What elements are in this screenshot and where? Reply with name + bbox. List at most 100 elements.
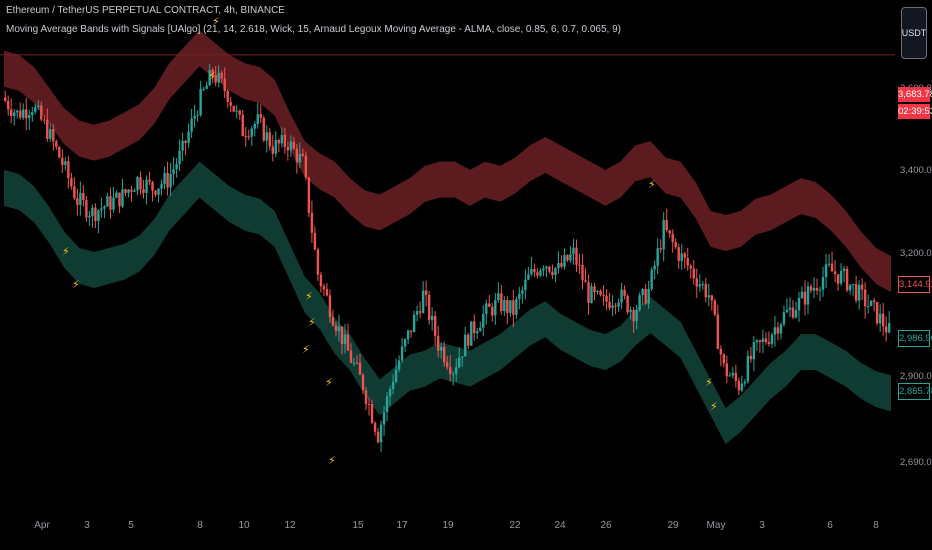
candle-body xyxy=(473,321,476,334)
candle-body xyxy=(884,326,888,333)
candle-body xyxy=(770,334,774,344)
candle-body xyxy=(686,257,689,266)
time-tick-label: 8 xyxy=(873,520,879,531)
candle-body xyxy=(283,134,287,147)
candle-body xyxy=(674,242,677,248)
candle-body xyxy=(268,132,271,147)
candle-body xyxy=(479,327,482,332)
candle-body xyxy=(331,317,335,326)
countdown-badge: 02:39:53 xyxy=(898,104,932,119)
indicator-title[interactable]: Moving Average Bands with Signals [UAlgo… xyxy=(6,24,621,35)
candle-body xyxy=(424,290,428,295)
candle-body xyxy=(340,326,344,345)
time-tick-label: 22 xyxy=(509,520,521,531)
candle-body xyxy=(716,314,720,349)
lightning-icon: ⚡ xyxy=(212,16,220,28)
candle-body xyxy=(608,301,611,308)
candle-body xyxy=(22,109,25,118)
candle-body xyxy=(91,207,94,216)
candle-body xyxy=(707,295,710,298)
candle-body xyxy=(797,298,801,311)
candle-body xyxy=(238,110,241,115)
candle-body xyxy=(746,355,750,382)
candle-body xyxy=(728,375,732,377)
candle-body xyxy=(109,196,112,210)
candle-body xyxy=(4,97,7,101)
candle-body xyxy=(656,248,659,266)
candle-body xyxy=(208,69,211,86)
candle-body xyxy=(620,289,623,303)
candle-body xyxy=(436,335,440,351)
candle-body xyxy=(581,264,584,281)
candle-body xyxy=(776,327,780,334)
candle-body xyxy=(737,380,741,391)
candle-body xyxy=(169,173,172,188)
candle-body xyxy=(343,334,347,345)
time-tick-label: 10 xyxy=(238,520,250,531)
candle-body xyxy=(136,177,139,191)
candle-body xyxy=(178,150,181,165)
candle-body xyxy=(19,110,22,118)
candle-body xyxy=(536,272,539,276)
candle-body xyxy=(394,369,398,382)
candle-body xyxy=(815,287,819,291)
candle-body xyxy=(133,190,136,192)
candle-body xyxy=(455,367,458,374)
candle-body xyxy=(629,309,632,313)
candle-body xyxy=(764,338,768,343)
candle-body xyxy=(668,230,671,234)
candle-body xyxy=(376,431,380,443)
candle-body xyxy=(196,114,199,116)
candle-body xyxy=(548,266,551,272)
candle-body xyxy=(767,342,771,344)
candle-body xyxy=(470,321,473,346)
candle-body xyxy=(115,192,118,198)
candle-body xyxy=(461,356,464,358)
candle-body xyxy=(500,293,503,312)
candle-body xyxy=(614,305,617,307)
candle-body xyxy=(845,268,849,291)
candle-body xyxy=(734,372,738,381)
candle-body xyxy=(352,362,356,364)
candle-body xyxy=(506,300,509,313)
lightning-icon: ⚡ xyxy=(72,279,80,291)
lightning-icon: ⚡ xyxy=(710,401,718,413)
currency-button[interactable]: USDT xyxy=(901,7,927,59)
candle-body xyxy=(250,128,253,137)
candle-body xyxy=(217,72,220,83)
candle-body xyxy=(262,117,265,141)
candle-body xyxy=(256,114,259,124)
candle-body xyxy=(524,279,527,291)
candle-body xyxy=(692,268,695,279)
candle-body xyxy=(698,284,701,287)
candle-body xyxy=(13,112,16,117)
candle-body xyxy=(82,193,85,201)
symbol-title[interactable]: Ethereum / TetherUS PERPETUAL CONTRACT, … xyxy=(6,5,285,16)
candle-body xyxy=(382,412,386,425)
candle-body xyxy=(124,189,127,193)
time-tick-label: 29 xyxy=(667,520,679,531)
candle-body xyxy=(872,300,876,303)
candle-body xyxy=(719,348,723,355)
candle-body xyxy=(617,302,620,307)
candle-body xyxy=(626,295,629,313)
lightning-icon: ⚡ xyxy=(328,455,336,467)
candle-body xyxy=(370,404,374,424)
candle-body xyxy=(160,184,163,189)
candle-body xyxy=(61,157,64,166)
candle-body xyxy=(241,114,244,137)
candle-body xyxy=(112,197,115,210)
candle-body xyxy=(400,346,404,361)
candle-body xyxy=(881,313,885,327)
candle-body xyxy=(467,334,470,346)
lightning-icon: ⚡ xyxy=(302,344,310,356)
candle-body xyxy=(88,215,91,218)
candle-body xyxy=(449,367,452,374)
candle-body xyxy=(713,300,716,315)
candle-body xyxy=(244,136,247,138)
candle-body xyxy=(605,295,608,302)
candle-body xyxy=(55,141,58,147)
candle-body xyxy=(509,300,512,313)
candle-body xyxy=(64,161,67,166)
